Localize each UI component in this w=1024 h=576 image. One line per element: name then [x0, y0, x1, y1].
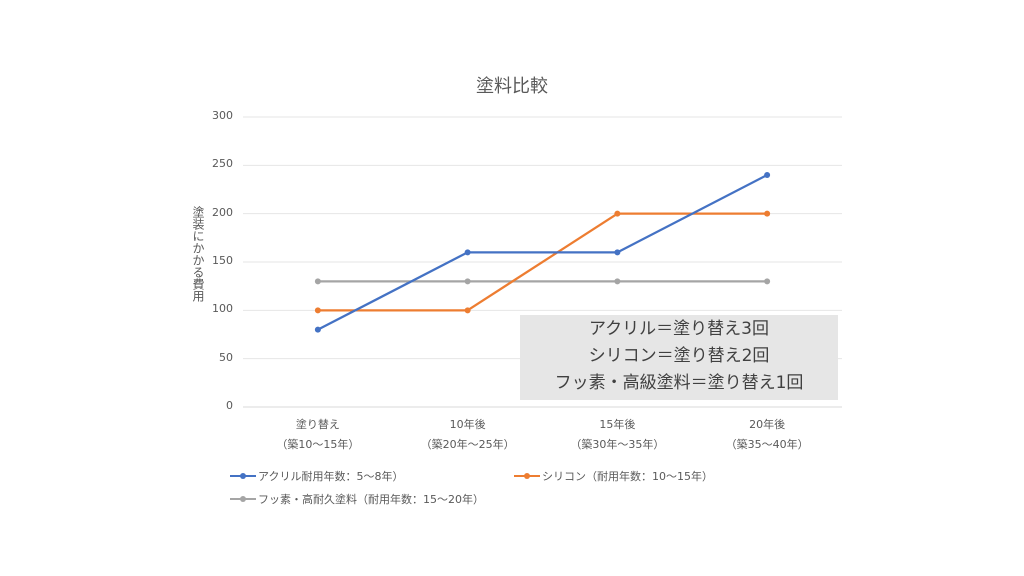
data-point-marker	[464, 278, 471, 285]
x-tick-label: 15年後 （築30年〜35年）	[570, 418, 665, 451]
legend-line-marker-icon	[514, 471, 540, 481]
legend-item-fluorine: フッ素・高耐久塗料（耐用年数：15〜20年）	[230, 491, 484, 507]
x-tick-label: 10年後 （築20年〜25年）	[420, 418, 515, 451]
data-point-marker	[464, 307, 471, 314]
legend-item-silicone: シリコン（耐用年数：10〜15年）	[514, 468, 713, 484]
legend-item-acrylic: アクリル耐用年数：5〜8年）	[230, 468, 403, 484]
series-line	[317, 174, 768, 331]
y-tick-label: 150	[212, 254, 233, 267]
data-point-marker	[314, 326, 321, 333]
chart-title: 塗料比較	[476, 76, 548, 97]
y-tick-label: 50	[219, 350, 233, 364]
data-point-marker	[614, 278, 621, 285]
y-tick-label: 100	[212, 302, 233, 316]
data-point-marker	[764, 210, 771, 217]
annotation-line-fluorine: フッ素・高級塗料＝塗り替え1回	[554, 373, 804, 393]
data-point-marker	[314, 307, 321, 314]
data-point-marker	[314, 278, 321, 285]
y-tick-label: 300	[212, 109, 233, 122]
annotation-box: アクリル＝塗り替え3回 シリコン＝塗り替え2回 フッ素・高級塗料＝塗り替え1回	[520, 315, 838, 400]
y-tick-label: 250	[212, 157, 233, 171]
data-point-marker	[764, 278, 771, 285]
y-tick-label: 0	[226, 399, 233, 412]
data-point-marker	[614, 210, 621, 217]
data-point-marker	[614, 249, 621, 256]
y-axis-label: 塗装にかかる費用	[191, 206, 205, 302]
legend-line-marker-icon	[230, 494, 256, 504]
y-tick-label: 200	[212, 205, 233, 219]
x-tick-label: 塗り替え （築10〜15年）	[276, 418, 360, 451]
annotation-line-silicone: シリコン＝塗り替え2回	[588, 346, 770, 366]
legend-line-marker-icon	[230, 471, 256, 481]
data-point-marker	[764, 172, 771, 178]
legend-label: フッ素・高耐久塗料（耐用年数：15〜20年）	[258, 493, 484, 506]
x-tick-label: 20年後 （築35〜40年）	[725, 418, 809, 451]
annotation-line-acrylic: アクリル＝塗り替え3回	[589, 319, 769, 339]
legend-label: シリコン（耐用年数：10〜15年）	[542, 470, 713, 483]
legend-label: アクリル耐用年数：5〜8年）	[258, 470, 404, 483]
data-point-marker	[464, 249, 471, 256]
